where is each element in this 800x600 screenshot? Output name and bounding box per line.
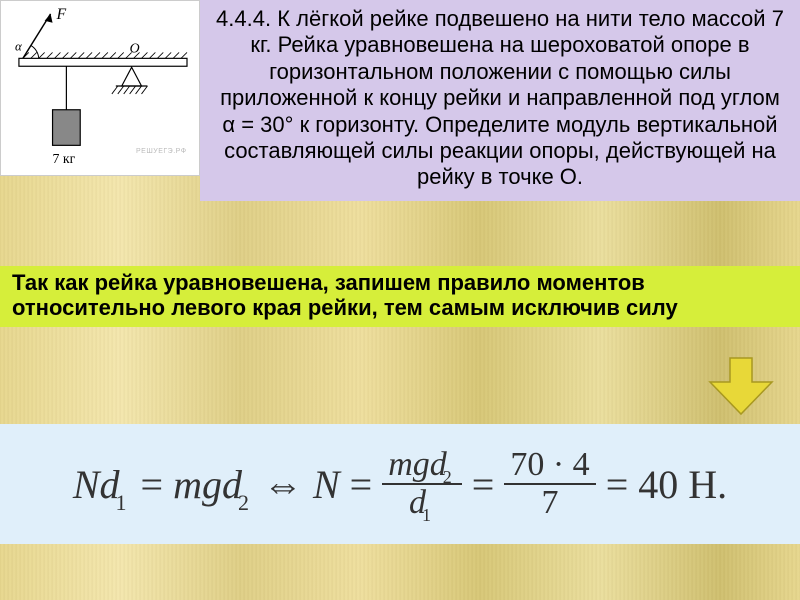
sub-1: 1: [116, 490, 127, 515]
var-N2: N: [313, 461, 340, 508]
result-value: 40: [638, 461, 678, 508]
problem-text-box: 4.4.4. К лёгкой рейке подвешено на нити …: [200, 0, 800, 201]
equals-1: =: [141, 461, 164, 508]
sub-2: 2: [238, 490, 249, 515]
var-N: N: [73, 462, 100, 507]
result-unit: H.: [688, 461, 727, 508]
svg-text:O: O: [130, 40, 140, 55]
problem-text: 4.4.4. К лёгкой рейке подвешено на нити …: [216, 6, 784, 189]
equals-3: =: [472, 461, 495, 508]
svg-text:α: α: [15, 39, 22, 53]
svg-text:7 кг: 7 кг: [53, 151, 76, 166]
fraction-1: mgd2 d1: [382, 447, 462, 520]
svg-text:F: F: [56, 6, 67, 23]
var-g: g: [202, 462, 222, 507]
solution-text: Так как рейка уравновешена, запишем прав…: [12, 270, 678, 320]
iff-symbol: ⇔: [263, 461, 303, 508]
formula: Nd1 = mgd2 ⇔ N = mgd2 d1 = 70 · 4 7 = 40…: [73, 447, 727, 520]
down-arrow-icon: [706, 356, 776, 416]
equals-2: =: [350, 461, 373, 508]
watermark: РЕШУЕГЭ.РФ: [136, 148, 187, 155]
equals-4: =: [606, 461, 629, 508]
fraction-2: 70 · 4 7: [504, 447, 595, 520]
solution-text-box: Так как рейка уравновешена, запишем прав…: [0, 266, 800, 327]
formula-box: Nd1 = mgd2 ⇔ N = mgd2 d1 = 70 · 4 7 = 40…: [0, 424, 800, 544]
var-m: m: [173, 462, 202, 507]
